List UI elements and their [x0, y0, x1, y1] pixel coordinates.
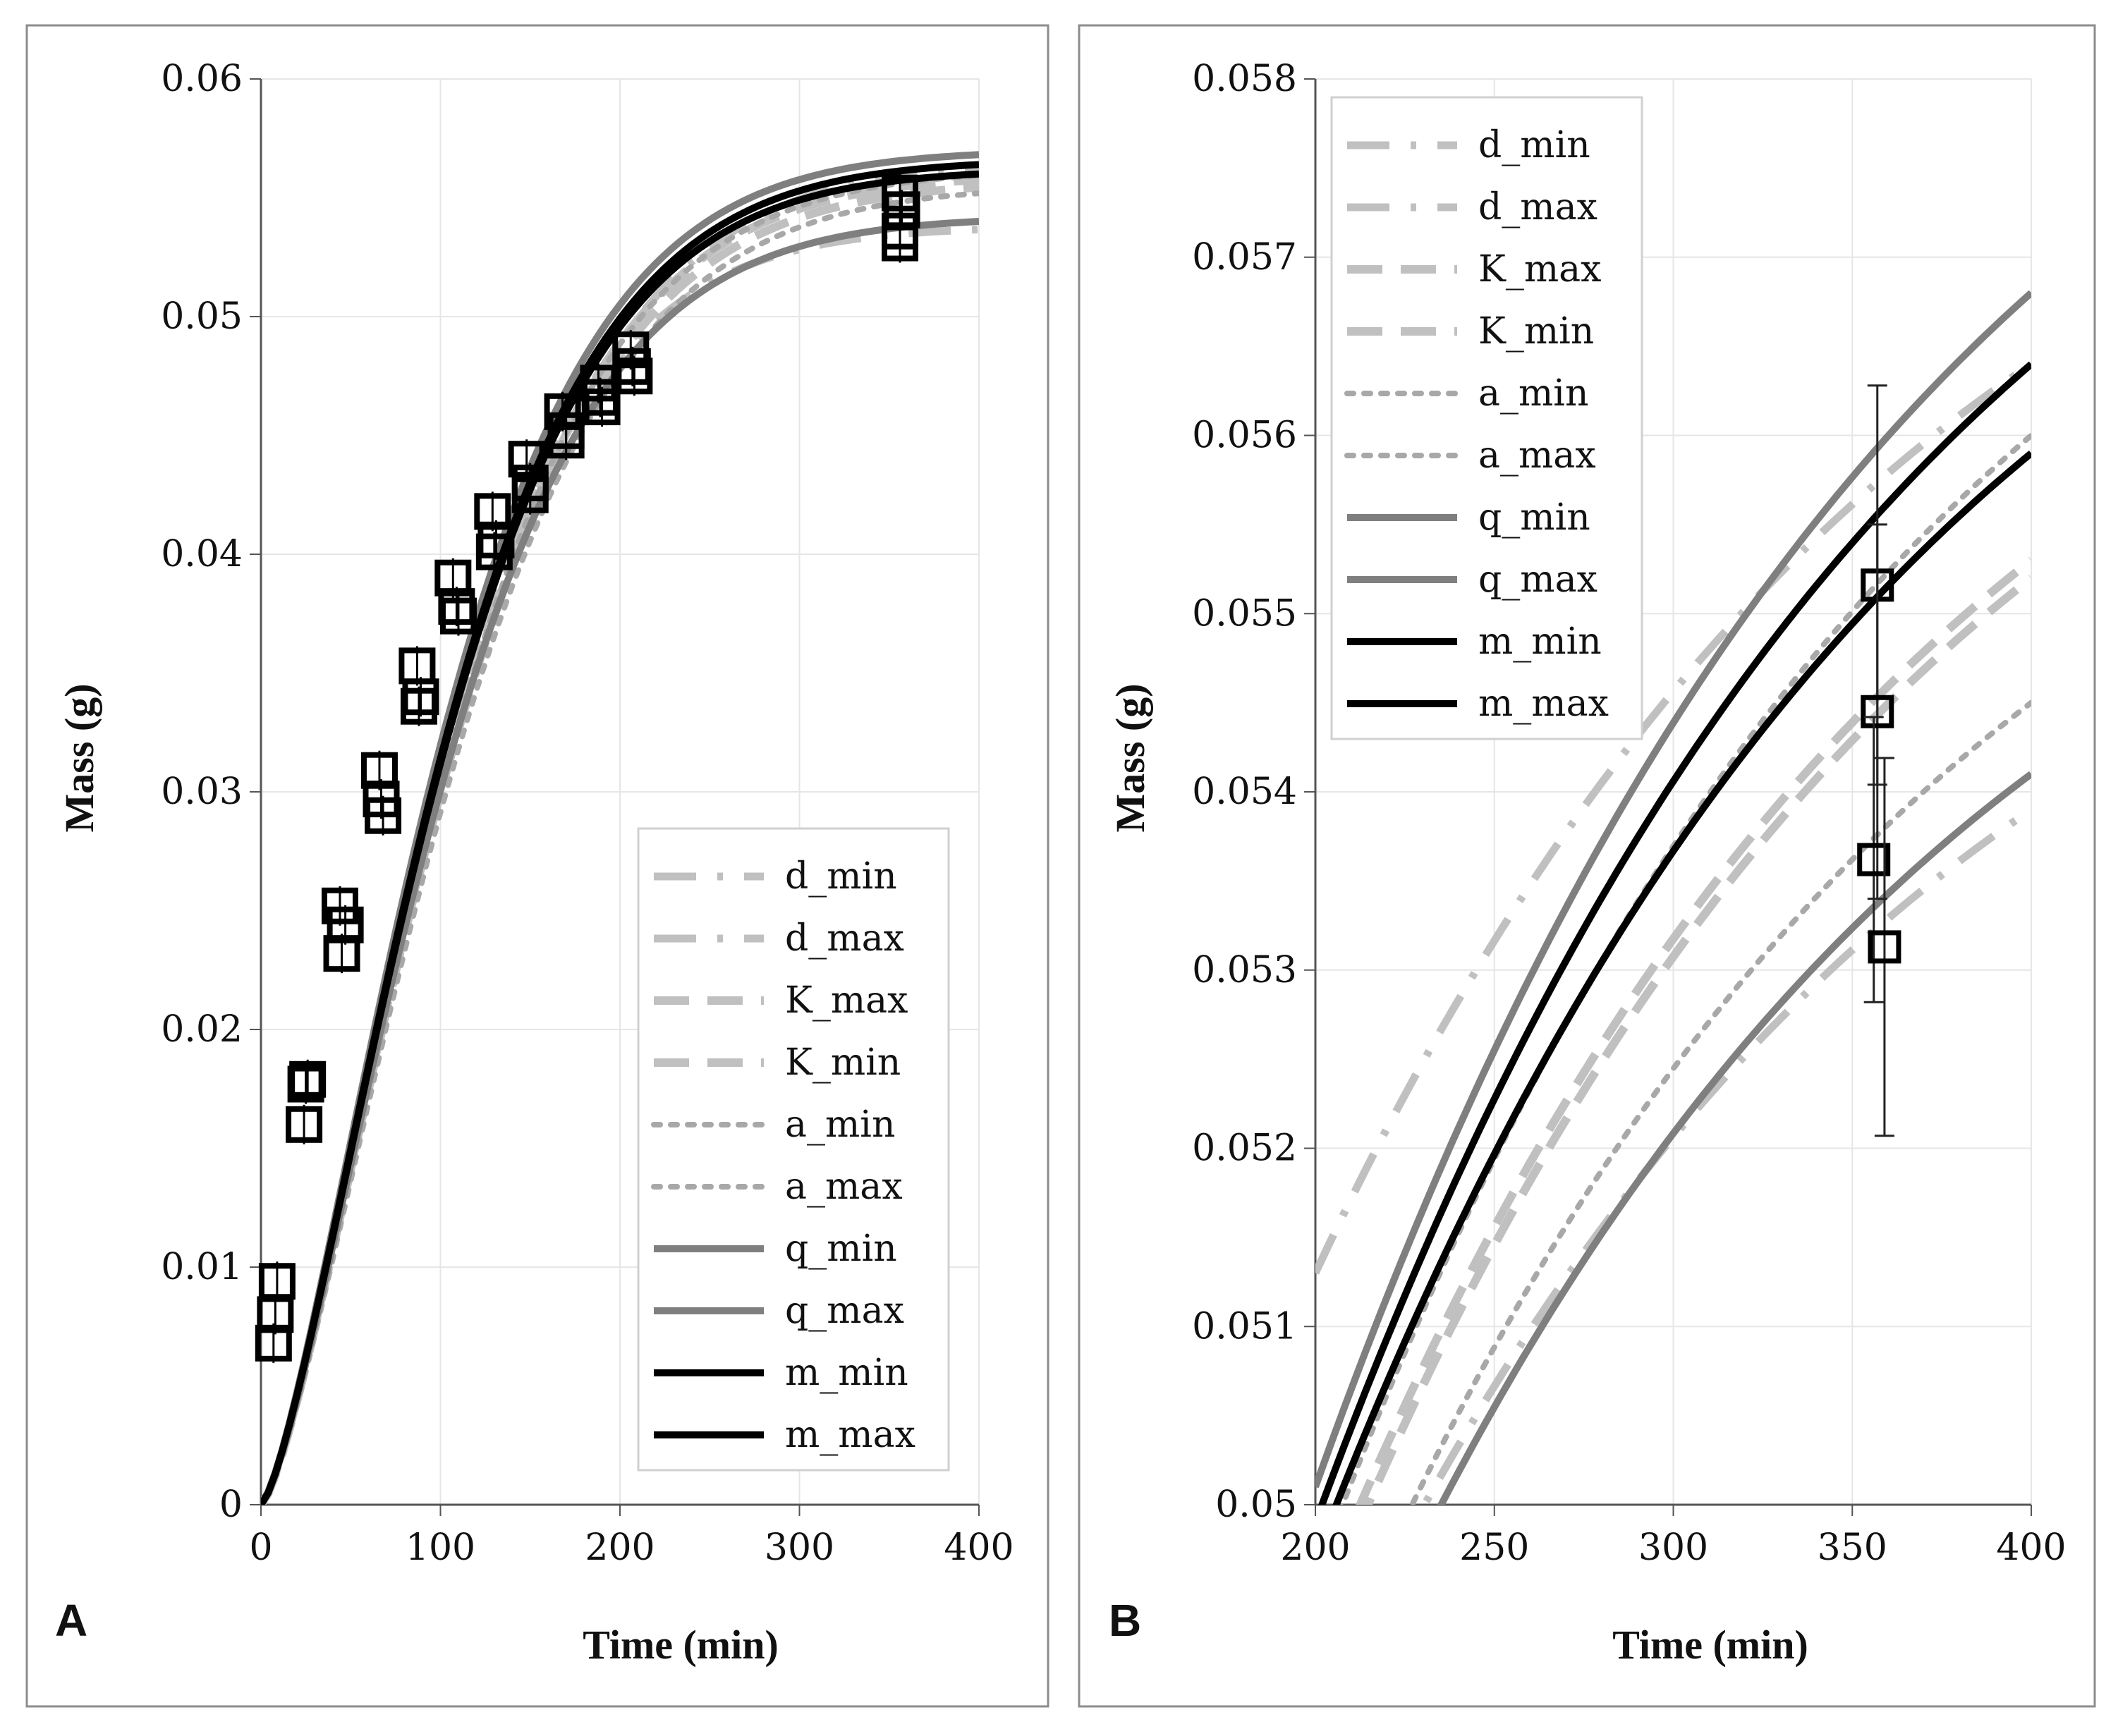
a-ytick-label-3: 0.03 — [161, 771, 243, 813]
panel-a-x-label: Time (min) — [583, 1622, 779, 1668]
panel-b-marker-2 — [1857, 843, 1891, 876]
panel-b-series-d_min — [1315, 360, 2031, 1275]
b-xtick-label-0: 200 — [1280, 1527, 1350, 1569]
panel-b-series-m_max — [1318, 361, 2031, 1505]
panel-b-frame — [1078, 24, 2096, 1708]
a-legend-label-m_min: m_min — [785, 1352, 908, 1394]
b-xtick-label-1: 250 — [1459, 1527, 1529, 1569]
panel-b-y-axis: 0.05 0.051 0.052 0.053 0.054 0.055 0.056 0.057 0… — [1192, 58, 1317, 1526]
panel-a-markers — [255, 173, 920, 1363]
b-legend-label-d_max: d_max — [1478, 186, 1597, 228]
panel-b-series-m_min — [1332, 450, 2031, 1505]
b-ytick-label-7: 0.057 — [1192, 236, 1297, 279]
b-ytick-label-1: 0.051 — [1192, 1305, 1297, 1347]
panel-b-series-q_min — [1437, 771, 2031, 1505]
b-legend-label-q_max: q_max — [1478, 558, 1597, 601]
panel-b-y-label: Mass (g) — [1107, 683, 1153, 832]
a-legend-label-K_max: K_max — [785, 979, 908, 1022]
panel-b-marker-3 — [1868, 930, 1901, 964]
b-legend-label-a_max: a_max — [1478, 434, 1596, 477]
panel-b-marker-1 — [1861, 695, 1894, 728]
panel-b-series-a_min — [1408, 699, 2031, 1505]
panel-a-series — [261, 151, 979, 1505]
b-xtick-label-4: 400 — [1996, 1527, 2066, 1569]
b-ytick-label-5: 0.055 — [1192, 592, 1297, 635]
a-legend-label-K_min: K_min — [785, 1041, 901, 1084]
a-xtick-label-4: 400 — [944, 1527, 1014, 1569]
b-ytick-label-4: 0.054 — [1192, 771, 1297, 813]
b-legend-label-m_max: m_max — [1478, 683, 1609, 725]
panel-b-series-q_max — [1315, 290, 2031, 1489]
a-xtick-label-2: 200 — [585, 1527, 655, 1569]
a-ytick-label-1: 0.01 — [161, 1246, 243, 1288]
b-ytick-label-8: 0.058 — [1192, 58, 1297, 100]
panel-b-x-axis: 200 250 300 350 400 — [1280, 1503, 2067, 1569]
b-ytick-label-6: 0.056 — [1192, 415, 1297, 457]
b-xtick-label-2: 300 — [1638, 1527, 1708, 1569]
panel-a-x-axis: 0 100 200 300 400 — [249, 1503, 1014, 1569]
a-legend-label-a_max: a_max — [785, 1166, 903, 1208]
b-ytick-label-2: 0.052 — [1192, 1127, 1297, 1170]
a-legend-label-d_min: d_min — [785, 855, 897, 898]
panel-a-letter: A — [55, 1595, 87, 1646]
b-legend-label-K_min: K_min — [1478, 310, 1594, 353]
b-legend-label-a_min: a_min — [1478, 372, 1588, 415]
a-legend-label-q_min: q_min — [785, 1228, 897, 1270]
a-ytick-label-6: 0.06 — [161, 58, 243, 100]
b-ytick-label-0: 0.05 — [1215, 1484, 1297, 1526]
a-xtick-label-3: 300 — [765, 1527, 834, 1569]
a-legend-label-a_min: a_min — [785, 1104, 895, 1146]
b-legend-label-q_min: q_min — [1478, 496, 1590, 539]
a-xtick-label-0: 0 — [249, 1527, 272, 1569]
panel-b-x-label: Time (min) — [1612, 1622, 1808, 1668]
panel-a-legend: d_min d_max K_max K_min a_min a_max q_min q_max… — [637, 827, 950, 1472]
panel-b-series-K_max — [1356, 556, 2031, 1505]
panel-b-markers — [1857, 384, 1901, 1137]
panel-b-legend: d_min d_max K_max K_min a_min a_max q_min q_max… — [1330, 96, 1643, 740]
b-legend-label-d_min: d_min — [1478, 124, 1590, 166]
chart-panel-a: 00.010.020.030.040.050.06 0 100 200 300 400 … — [55, 58, 1014, 1668]
panel-a-series-m_max — [261, 161, 979, 1505]
panel-a-y-axis: 0 0.01 0.02 0.03 0.04 0.05 0.06 — [161, 58, 262, 1526]
a-legend-label-m_max: m_max — [785, 1414, 915, 1456]
b-xtick-label-3: 350 — [1818, 1527, 1887, 1569]
a-ytick-label-2: 0.02 — [161, 1008, 243, 1051]
chart-panel-b: 0.05 0.051 0.052 0.053 0.054 0.055 0.056 0.057 0… — [1107, 58, 2067, 1668]
panel-a-series-a_min — [261, 190, 979, 1505]
panel-b-series — [1315, 290, 2031, 1505]
a-legend-label-d_max: d_max — [785, 917, 904, 960]
b-legend-label-m_min: m_min — [1478, 621, 1602, 663]
panel-b-series-K_min — [1363, 574, 2031, 1505]
a-ytick-label-0: 0 — [219, 1484, 243, 1526]
a-ytick-label-4: 0.04 — [161, 533, 243, 575]
panel-a-frame — [25, 24, 1049, 1708]
b-ytick-label-3: 0.053 — [1192, 949, 1297, 991]
panel-b-letter: B — [1109, 1595, 1141, 1646]
panel-b-series-d_max — [1420, 806, 2031, 1505]
a-xtick-label-1: 100 — [406, 1527, 475, 1569]
b-legend-label-K_max: K_max — [1478, 248, 1601, 291]
a-ytick-label-5: 0.05 — [161, 295, 243, 338]
panel-a-y-label: Mass (g) — [56, 683, 102, 832]
a-legend-label-q_max: q_max — [785, 1290, 904, 1332]
